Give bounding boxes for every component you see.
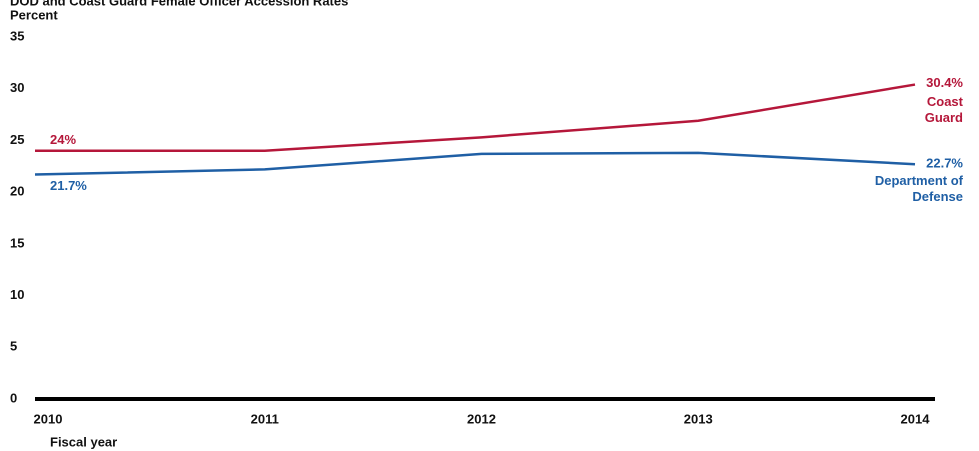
chart-title: DOD and Coast Guard Female Officer Acces… [10,0,348,8]
y-tick-label: 30 [10,80,24,95]
x-tick-label: 2012 [467,411,496,426]
data-label: 30.4% [926,75,963,90]
y-tick-label: 5 [10,339,17,354]
y-tick-label: 15 [10,235,24,250]
y-tick-label: 10 [10,287,24,302]
data-label: 22.7% [926,156,963,171]
series-label: Department of Defense [874,173,963,205]
y-tick-label: 35 [10,28,24,43]
line [34,151,916,176]
x-tick-label: 2010 [34,411,63,426]
x-axis-label: Fiscal year [50,434,117,449]
y-tick-label: 0 [10,390,17,405]
data-label: 21.7% [50,178,87,193]
x-tick-label: 2011 [251,411,279,426]
data-label: 24% [50,132,76,147]
x-tick-label: 2014 [901,411,931,426]
y-tick-label: 20 [10,184,24,199]
y-axis-label: Percent [10,7,58,22]
x-tick-label: 2013 [684,411,713,426]
line [35,83,916,153]
y-tick-label: 25 [10,132,24,147]
series-label: Coast Guard [924,93,963,125]
